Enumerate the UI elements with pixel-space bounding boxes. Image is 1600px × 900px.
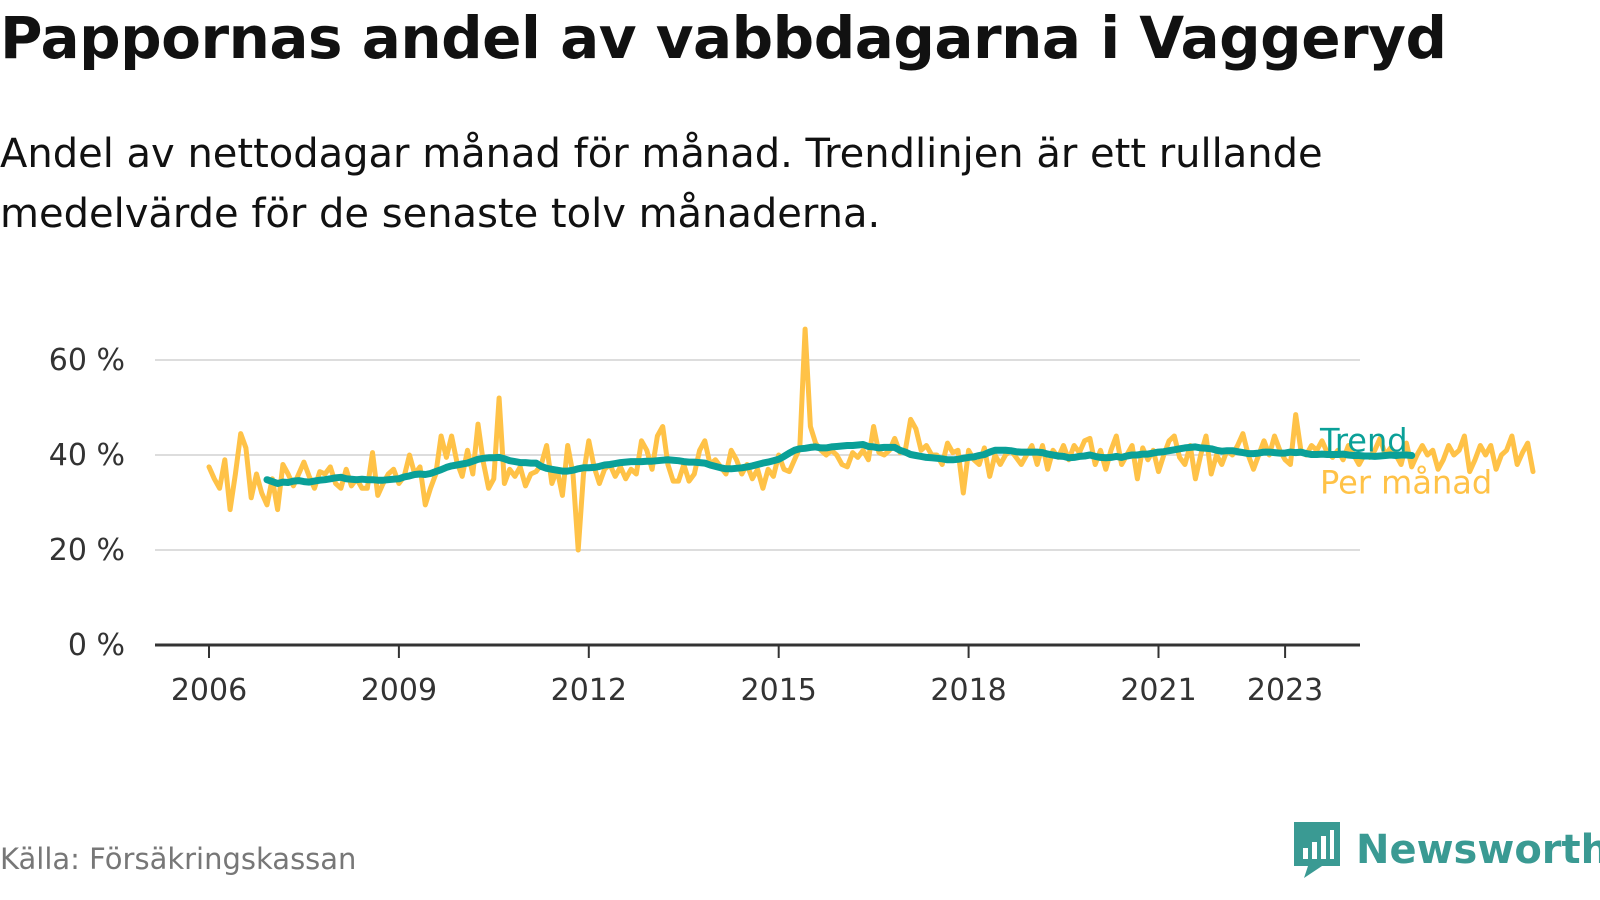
brand-logo[interactable]: Newsworthy (1290, 820, 1600, 880)
brand-name: Newsworthy (1356, 827, 1600, 873)
y-tick-label: 0 % (68, 628, 125, 663)
x-axis: 2006 2009 2012 2015 2018 2021 2023 (155, 643, 1360, 708)
series-labels: Per månad Trend (1319, 421, 1492, 501)
x-tick-label: 2006 (171, 673, 247, 708)
series-lines (206, 326, 1536, 553)
newsworthy-logo-icon (1294, 822, 1340, 878)
source-note: Källa: Försäkringskassan (0, 842, 357, 876)
line-chart: 0 % 20 % 40 % 60 % 2006 2009 2012 2015 2018 2021… (49, 326, 1536, 708)
x-tick-label: 2012 (551, 673, 627, 708)
x-tick-label: 2023 (1247, 673, 1323, 708)
series-line-trend (263, 441, 1416, 487)
x-tick-label: 2015 (741, 673, 817, 708)
chart-subtitle: Andel av nettodagar månad för månad. Tre… (0, 131, 1323, 237)
series-label-per-månad: Per månad (1320, 464, 1492, 502)
series-line-per-månad (206, 326, 1536, 553)
x-tick-label: 2021 (1120, 673, 1196, 708)
y-tick-label: 60 % (49, 343, 125, 378)
y-axis-tick-labels: 0 % 20 % 40 % 60 % (49, 343, 125, 663)
y-tick-label: 20 % (49, 533, 125, 568)
x-tick-label: 2009 (361, 673, 437, 708)
y-tick-label: 40 % (49, 438, 125, 473)
series-label-trend: Trend (1319, 421, 1408, 459)
x-tick-label: 2018 (930, 673, 1006, 708)
chart-title: Pappornas andel av vabbdagarna i Vaggery… (0, 4, 1447, 72)
